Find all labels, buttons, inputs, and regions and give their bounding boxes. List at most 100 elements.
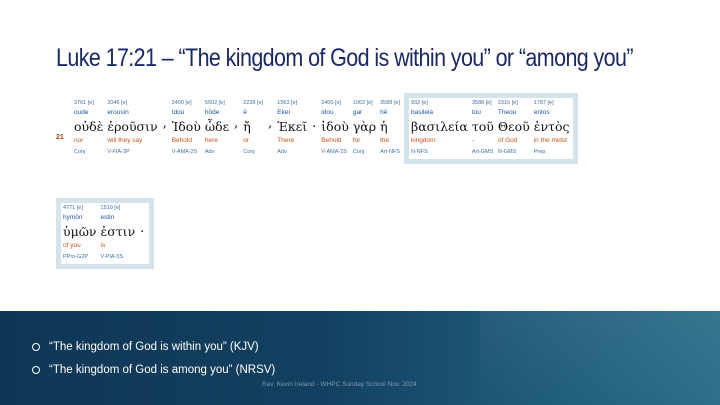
interlinear-word-e[interactable]: 2228 [e] ē ἤ or Conj — [243, 98, 267, 157]
interlinear-word-idou[interactable]: 2400 [e] Idou Ἰδοὺ Behold V-AMA-2S — [172, 98, 205, 157]
greek-word: Ἰδοὺ — [171, 119, 201, 134]
english-gloss: here — [204, 137, 218, 144]
english-gloss: of you — [63, 242, 81, 249]
bullet-text: “The kingdom of God is among you” (NRSV) — [49, 363, 276, 376]
greek-period: . — [140, 221, 145, 236]
interlinear-word-hode[interactable]: 5602 [e] hōde ὧδε here Adv — [205, 98, 233, 157]
strongs-number[interactable]: 2316 [e] — [497, 100, 518, 106]
english-gloss: Behold — [171, 137, 192, 144]
translation-bullet-list: “The kingdom of God is within you” (KJV)… — [32, 335, 275, 381]
footer-credit: Rev. Kevin Ireland - WHPC Sunday School … — [262, 381, 417, 388]
parsing-code: Art-NFS — [380, 149, 400, 155]
strongs-number[interactable]: 2228 [e] — [243, 100, 264, 106]
strongs-number[interactable]: 1787 [e] — [533, 100, 554, 106]
english-gloss: in the midst — [533, 137, 567, 144]
interlinear-word-ekei[interactable]: 1563 [e] Ekei Ἐκεῖ There Adv — [277, 98, 311, 157]
transliteration: estin — [100, 214, 115, 221]
strongs-number[interactable]: 1563 [e] — [277, 100, 298, 106]
greek-comma: , — [234, 116, 239, 131]
interlinear-word-theou[interactable]: 2316 [e] Theou Θεοῦ of God N-GMS — [498, 98, 534, 157]
strongs-number[interactable]: 3588 [e] — [380, 100, 400, 106]
greek-comma: , — [268, 116, 273, 131]
strongs-number[interactable]: 2400 [e] — [321, 100, 342, 106]
greek-word: ἡ — [380, 119, 388, 134]
parsing-code: N-NFS — [410, 149, 428, 155]
transliteration: Theou — [497, 109, 517, 116]
interlinear-word-he[interactable]: 3588 [e] hē ἡ the Art-NFS — [380, 98, 404, 157]
greek-period: . — [312, 116, 317, 131]
transliteration: Idou — [171, 109, 185, 116]
parsing-code: V-AMA-2S — [321, 149, 347, 155]
interlinear-word-basileia[interactable]: 932 [e] basileia βασιλεία kingdom N-NFS — [411, 98, 472, 157]
transliteration: ē — [243, 109, 247, 116]
interlinear-word-estin[interactable]: 1510 [e] estin ἐστιν is V-PIA-3S — [101, 203, 140, 262]
parsing-code: PPro-G2P — [63, 254, 89, 260]
interlinear-row-1: 21 3761 [e] oude οὐδὲ nor Conj 2046 [e] … — [56, 93, 579, 164]
strongs-number[interactable]: 2400 [e] — [171, 100, 192, 106]
strongs-number[interactable]: 1510 [e] — [100, 205, 121, 211]
english-gloss: - — [471, 137, 474, 144]
strongs-number[interactable]: 5602 [e] — [204, 100, 225, 106]
transliteration: entos — [533, 109, 550, 116]
interlinear-word-gar[interactable]: 1063 [e] gar γὰρ for Conj — [353, 98, 380, 157]
strongs-number[interactable]: 3761 [e] — [74, 100, 94, 106]
transliteration: idou — [321, 109, 334, 116]
strongs-number[interactable]: 2046 [e] — [107, 100, 128, 106]
transliteration: oude — [74, 109, 89, 116]
greek-word: ὧδε — [204, 119, 230, 134]
english-gloss: nor — [74, 137, 84, 144]
english-gloss: There — [277, 137, 295, 144]
transliteration: erousin — [107, 109, 129, 116]
interlinear-word-hymon[interactable]: 4771 [e] hymōn ὑμῶν of you PPro-G2P — [63, 203, 101, 262]
strongs-number[interactable]: 932 [e] — [410, 100, 428, 106]
english-gloss: for — [352, 137, 361, 144]
verse-number: 21 — [56, 134, 64, 141]
interlinear-word-entos[interactable]: 1787 [e] entos ἐντὸς in the midst Prep — [534, 98, 574, 157]
interlinear-word-oude[interactable]: 3761 [e] oude οὐδὲ nor Conj — [74, 98, 107, 157]
greek-word: ἐροῦσιν — [107, 119, 158, 134]
highlighted-phrase-kingdom-of-god-entos: 932 [e] basileia βασιλεία kingdom N-NFS … — [403, 93, 579, 164]
footer-band: “The kingdom of God is within you” (KJV)… — [0, 311, 720, 405]
greek-word: ἤ — [243, 119, 251, 134]
greek-word: ἐντὸς — [533, 119, 570, 134]
transliteration: basileia — [410, 109, 434, 116]
interlinear-word-idou-2[interactable]: 2400 [e] idou ἰδοὺ Behold V-AMA-2S — [321, 98, 353, 157]
english-gloss: is — [100, 242, 106, 249]
strongs-number[interactable]: 4771 [e] — [63, 205, 83, 211]
greek-word: οὐδὲ — [74, 119, 104, 134]
greek-word: ἐστιν — [100, 224, 136, 239]
greek-word: βασιλεία — [410, 119, 468, 134]
parsing-code: V-PIA-3S — [100, 254, 124, 260]
strongs-number[interactable]: 3588 [e] — [471, 100, 492, 106]
greek-word: Ἐκεῖ — [277, 119, 308, 134]
interlinear-word-tou[interactable]: 3588 [e] tou τοῦ - Art-GMS — [472, 98, 498, 157]
transliteration: tou — [471, 109, 481, 116]
bullet-kjv: “The kingdom of God is within you” (KJV) — [32, 335, 275, 358]
parsing-code: N-GMS — [497, 149, 517, 155]
english-gloss: Behold — [321, 137, 342, 144]
parsing-code: Conj — [243, 149, 255, 155]
parsing-code: Adv — [204, 149, 215, 155]
greek-word: ὑμῶν — [63, 224, 97, 239]
greek-word: ἰδοὺ — [321, 119, 349, 134]
footer-shade — [480, 311, 720, 405]
transliteration: hōde — [204, 109, 220, 116]
interlinear-row-2: 4771 [e] hymōn ὑμῶν of you PPro-G2P 1510… — [56, 198, 155, 269]
greek-word: τοῦ — [471, 119, 494, 134]
bullet-text: “The kingdom of God is within you” (KJV) — [49, 340, 259, 353]
english-gloss: kingdom — [410, 137, 436, 144]
strongs-number[interactable]: 1063 [e] — [352, 100, 373, 106]
bullet-nrsv: “The kingdom of God is among you” (NRSV) — [32, 358, 275, 381]
hollow-circle-bullet-icon — [32, 365, 40, 374]
greek-word: γὰρ — [352, 119, 377, 134]
parsing-code: Conj — [352, 149, 365, 155]
hollow-circle-bullet-icon — [32, 342, 40, 351]
transliteration: Ekei — [277, 109, 290, 116]
transliteration: hymōn — [63, 214, 83, 221]
greek-word: Θεοῦ — [497, 119, 530, 134]
interlinear-word-erousin[interactable]: 2046 [e] erousin ἐροῦσιν will they say V… — [107, 98, 161, 157]
highlighted-phrase-hymon-estin: 4771 [e] hymōn ὑμῶν of you PPro-G2P 1510… — [56, 198, 155, 269]
parsing-code: V-FIA-3P — [107, 149, 130, 155]
parsing-code: Conj — [74, 149, 86, 155]
parsing-code: Art-GMS — [471, 149, 494, 155]
